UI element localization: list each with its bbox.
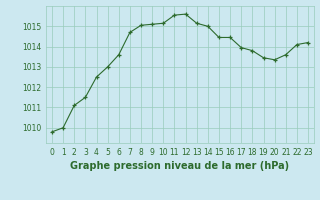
X-axis label: Graphe pression niveau de la mer (hPa): Graphe pression niveau de la mer (hPa) (70, 161, 290, 171)
